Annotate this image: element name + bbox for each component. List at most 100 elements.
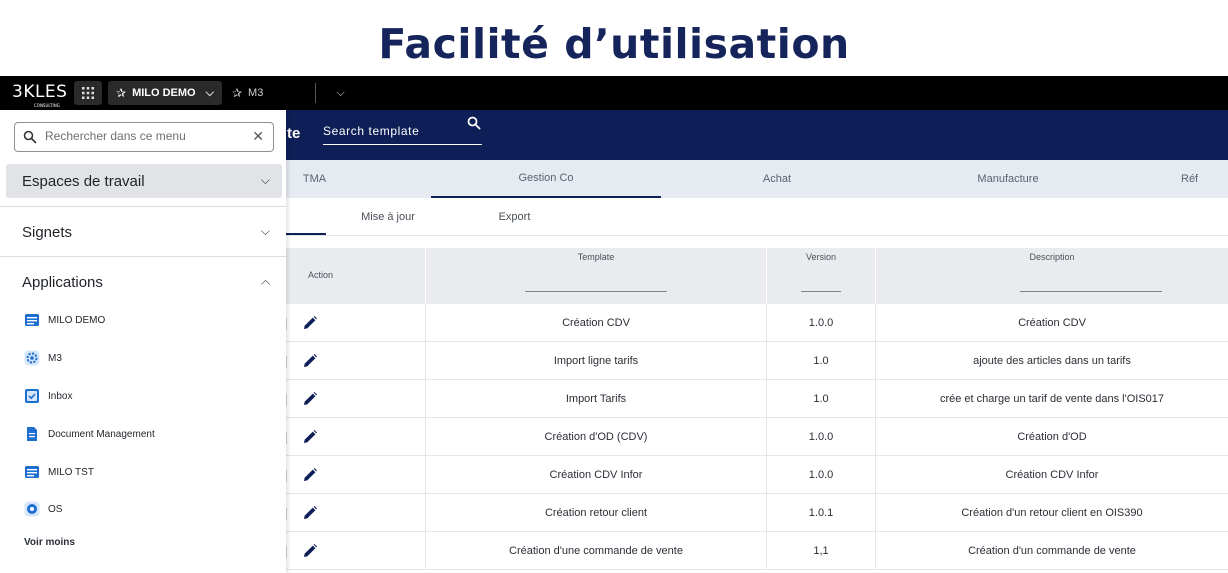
slide-title-text: Facilité d’utilisation	[378, 20, 850, 68]
app-item-os[interactable]: OS	[24, 499, 62, 519]
workspace-m3-button[interactable]: ✰ M3	[232, 86, 263, 100]
menu-divider	[0, 206, 286, 207]
table-row[interactable]: Création CDV 1.0.0 Création CDV	[286, 304, 1228, 342]
section-signets[interactable]: Signets ⌵	[6, 215, 282, 249]
section-applications[interactable]: Applications ⌵	[6, 265, 282, 299]
row-divider	[286, 356, 287, 368]
app-window-icon	[25, 314, 39, 326]
search-template-field[interactable]	[323, 116, 482, 145]
workspace-milo-demo-button[interactable]: ✰ MILO DEMO ⌵	[108, 81, 222, 105]
row-divider	[286, 432, 287, 444]
cell-template: Création CDV Infor	[426, 456, 767, 494]
cell-version: 1,1	[767, 532, 876, 570]
row-action-cell	[286, 342, 426, 380]
grid-icon	[82, 87, 94, 99]
workspace-label: MILO DEMO	[132, 87, 196, 99]
logo[interactable]: 3KLES CONSULTING	[12, 79, 68, 109]
row-action-cell	[286, 380, 426, 418]
cell-template: Import ligne tarifs	[426, 342, 767, 380]
search-icon	[23, 130, 37, 144]
edit-pencil-icon[interactable]	[302, 543, 318, 559]
column-header-version[interactable]: Version	[767, 248, 876, 304]
row-divider	[286, 470, 287, 482]
app-grid-button[interactable]	[74, 81, 102, 105]
cell-description: Création d'OD	[1017, 431, 1087, 443]
logo-subtext: CONSULTING	[34, 103, 60, 108]
navigation-menu-panel: ✕ Espaces de travail ⌵ Signets ⌵ Applica…	[0, 110, 286, 573]
menu-search-field[interactable]: ✕	[14, 122, 274, 152]
app-item-milo-demo[interactable]: MILO DEMO	[24, 310, 105, 330]
cell-template: Création retour client	[426, 494, 767, 532]
edit-pencil-icon[interactable]	[302, 391, 318, 407]
tab-achat[interactable]: Achat	[726, 160, 828, 198]
search-template-input[interactable]	[323, 124, 463, 138]
app-item-document-management[interactable]: Document Management	[24, 424, 155, 444]
app-item-inbox[interactable]: Inbox	[24, 386, 72, 406]
description-filter-input[interactable]	[1020, 291, 1162, 292]
table-row[interactable]: Création d'OD (CDV) 1.0.0 Création d'OD	[286, 418, 1228, 456]
cell-description: crée et charge un tarif de vente dans l'…	[939, 393, 1165, 405]
subtab-export[interactable]: Export	[476, 198, 553, 236]
main-tabs: TMA Gestion Co Achat Manufacture Réf	[286, 160, 1228, 198]
section-label: Espaces de travail	[22, 172, 145, 190]
cell-version: 1.0	[767, 380, 876, 418]
tab-ref[interactable]: Réf	[1181, 160, 1228, 198]
chevron-down-icon: ⌵	[260, 173, 270, 187]
cell-template: Création d'une commande de vente	[426, 532, 767, 570]
template-filter-input[interactable]	[525, 291, 667, 292]
more-workspaces-chevron-icon[interactable]: ⌵	[336, 86, 345, 99]
app-item-milo-tst[interactable]: MILO TST	[24, 462, 94, 482]
sub-tabs: Mise à jour Export	[286, 198, 1228, 236]
column-header-label: Template	[577, 252, 615, 262]
column-header-template[interactable]: Template	[426, 248, 767, 304]
menu-search-input[interactable]	[45, 129, 245, 143]
tab-gestion-co[interactable]: Gestion Co	[431, 160, 661, 198]
table-row[interactable]: Import ligne tarifs 1.0 ajoute des article…	[286, 342, 1228, 380]
cell-version: 1.0.0	[767, 304, 876, 342]
table-row[interactable]: Création d'une commande de vente 1,1 Créat…	[286, 532, 1228, 570]
edit-pencil-icon[interactable]	[302, 429, 318, 445]
cell-description: Création CDV	[1018, 317, 1086, 329]
edit-pencil-icon[interactable]	[302, 467, 318, 483]
voir-moins-link[interactable]: Voir moins	[24, 537, 75, 548]
top-divider	[315, 83, 317, 103]
tab-manufacture[interactable]: Manufacture	[946, 160, 1070, 198]
table-row[interactable]: Import Tarifs 1.0 crée et charge un tarif …	[286, 380, 1228, 418]
edit-pencil-icon[interactable]	[302, 315, 318, 331]
app-window-icon	[25, 466, 39, 478]
app-label: MILO DEMO	[48, 314, 106, 326]
cell-version: 1.0.0	[767, 418, 876, 456]
row-divider	[286, 546, 287, 558]
section-espaces-de-travail[interactable]: Espaces de travail ⌵	[6, 164, 282, 198]
tab-label: Réf	[1181, 173, 1199, 185]
tab-label: Manufacture	[977, 173, 1039, 185]
table-header: Action Template Version Description	[286, 248, 1228, 304]
column-header-label: Action	[308, 270, 334, 280]
version-filter-input[interactable]	[801, 291, 841, 292]
edit-pencil-icon[interactable]	[302, 353, 318, 369]
close-icon[interactable]: ✕	[252, 128, 264, 144]
table-row[interactable]: Création retour client 1.0.1 Création d'un…	[286, 494, 1228, 532]
app-item-m3[interactable]: M3	[24, 348, 62, 368]
slide-title: Facilité d’utilisation	[0, 0, 1228, 76]
table-body: Création CDV 1.0.0 Création CDV Import lign…	[286, 304, 1228, 570]
workspace-m3-label: M3	[248, 87, 264, 99]
edit-pencil-icon[interactable]	[302, 505, 318, 521]
app-label: M3	[48, 352, 62, 364]
subtab-mise-a-jour[interactable]: Mise à jour	[344, 198, 432, 236]
cell-template: Création CDV	[426, 304, 767, 342]
row-action-cell	[286, 494, 426, 532]
app-label: Inbox	[48, 390, 73, 402]
table-row[interactable]: Création CDV Infor 1.0.0 Création CDV Info…	[286, 456, 1228, 494]
tab-tma[interactable]: TMA	[286, 160, 343, 198]
column-header-label: Version	[805, 252, 837, 262]
column-header-action: Action	[286, 248, 426, 304]
cell-description: Création d'un commande de vente	[968, 545, 1136, 557]
logo-text: 3KLES	[12, 82, 68, 102]
menu-divider	[0, 256, 286, 257]
search-icon[interactable]	[467, 116, 481, 130]
cell-template: Import Tarifs	[426, 380, 767, 418]
column-header-description[interactable]: Description	[876, 248, 1228, 304]
cell-version: 1.0	[767, 342, 876, 380]
app-label: MILO TST	[48, 466, 94, 478]
